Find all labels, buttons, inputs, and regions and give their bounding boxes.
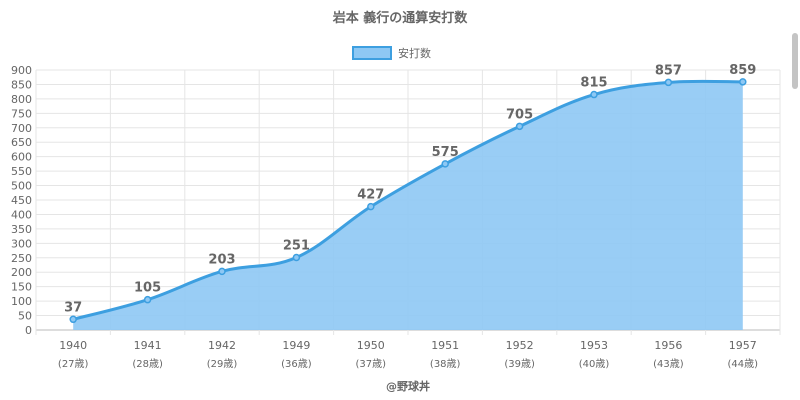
credit-text: @野球丼 xyxy=(386,379,430,393)
y-tick-label: 450 xyxy=(11,194,32,207)
x-tick-sublabel: (36歳) xyxy=(281,358,312,370)
series-line xyxy=(72,79,743,321)
y-tick-label: 50 xyxy=(18,310,32,323)
data-point xyxy=(441,160,449,168)
scrollbar[interactable] xyxy=(792,33,798,89)
data-label: 857 xyxy=(655,63,682,78)
y-axis-ticks: 0501001502002503003504004505005506006507… xyxy=(11,64,32,337)
x-tick-label: 1949 xyxy=(282,339,310,352)
x-tick-label: 1950 xyxy=(357,339,385,352)
data-points xyxy=(69,78,747,324)
data-label: 705 xyxy=(506,107,533,122)
y-tick-label: 850 xyxy=(11,78,32,91)
data-point xyxy=(292,253,301,262)
x-tick-label: 1956 xyxy=(654,339,682,352)
y-tick-label: 350 xyxy=(11,223,32,236)
x-tick-sublabel: (40歳) xyxy=(579,358,610,370)
x-tick-sublabel: (39歳) xyxy=(504,358,535,370)
data-label: 859 xyxy=(729,63,756,78)
y-tick-label: 300 xyxy=(11,237,32,250)
y-tick-label: 250 xyxy=(11,252,32,265)
data-point xyxy=(739,78,747,86)
x-tick-label: 1941 xyxy=(134,339,162,352)
data-label: 815 xyxy=(580,76,607,91)
data-point xyxy=(664,78,673,87)
data-label: 427 xyxy=(357,188,384,203)
x-tick-label: 1951 xyxy=(431,339,459,352)
y-tick-label: 550 xyxy=(11,165,32,178)
y-tick-label: 750 xyxy=(11,107,32,120)
data-label: 575 xyxy=(432,145,459,160)
data-point xyxy=(590,90,598,99)
data-labels: 37 105 203 251 427 575 705 815 857 859 xyxy=(64,63,756,315)
legend-label: 安打数 xyxy=(398,46,431,60)
y-tick-label: 900 xyxy=(11,64,32,77)
x-axis-ticks: 1940 (27歳) 1941 (28歳) 1942 (29歳) 1949 (36歳) 1950… xyxy=(58,339,758,370)
x-tick-label: 1957 xyxy=(729,339,757,352)
data-point xyxy=(143,295,152,304)
data-point xyxy=(69,315,77,324)
x-tick-label: 1952 xyxy=(506,339,534,352)
x-tick-label: 1940 xyxy=(59,339,87,352)
y-tick-label: 100 xyxy=(11,295,32,308)
data-point xyxy=(218,267,226,276)
x-tick-sublabel: (43歳) xyxy=(653,358,684,370)
y-tick-label: 650 xyxy=(11,136,32,149)
data-label: 203 xyxy=(208,252,235,267)
y-tick-label: 800 xyxy=(11,93,32,106)
legend-swatch xyxy=(352,46,392,60)
x-tick-sublabel: (28歳) xyxy=(132,358,163,370)
data-label: 105 xyxy=(134,281,161,296)
y-tick-label: 600 xyxy=(11,151,32,164)
x-tick-sublabel: (27歳) xyxy=(58,358,89,370)
x-tick-sublabel: (38歳) xyxy=(430,358,461,370)
data-point xyxy=(515,122,524,131)
x-tick-sublabel: (44歳) xyxy=(728,358,759,370)
legend[interactable]: 安打数 xyxy=(352,46,431,60)
y-tick-label: 0 xyxy=(25,324,32,337)
chart-title: 岩本 義行の通算安打数 xyxy=(332,10,469,26)
data-point xyxy=(367,202,375,211)
y-tick-label: 400 xyxy=(11,208,32,221)
data-label: 37 xyxy=(64,300,82,315)
x-tick-label: 1953 xyxy=(580,339,608,352)
y-tick-label: 700 xyxy=(11,122,32,135)
x-tick-label: 1942 xyxy=(208,339,236,352)
y-tick-label: 150 xyxy=(11,281,32,294)
x-tick-sublabel: (37歳) xyxy=(356,358,387,370)
y-tick-label: 500 xyxy=(11,180,32,193)
data-label: 251 xyxy=(283,238,310,253)
x-tick-sublabel: (29歳) xyxy=(207,358,238,370)
y-tick-label: 200 xyxy=(11,266,32,279)
